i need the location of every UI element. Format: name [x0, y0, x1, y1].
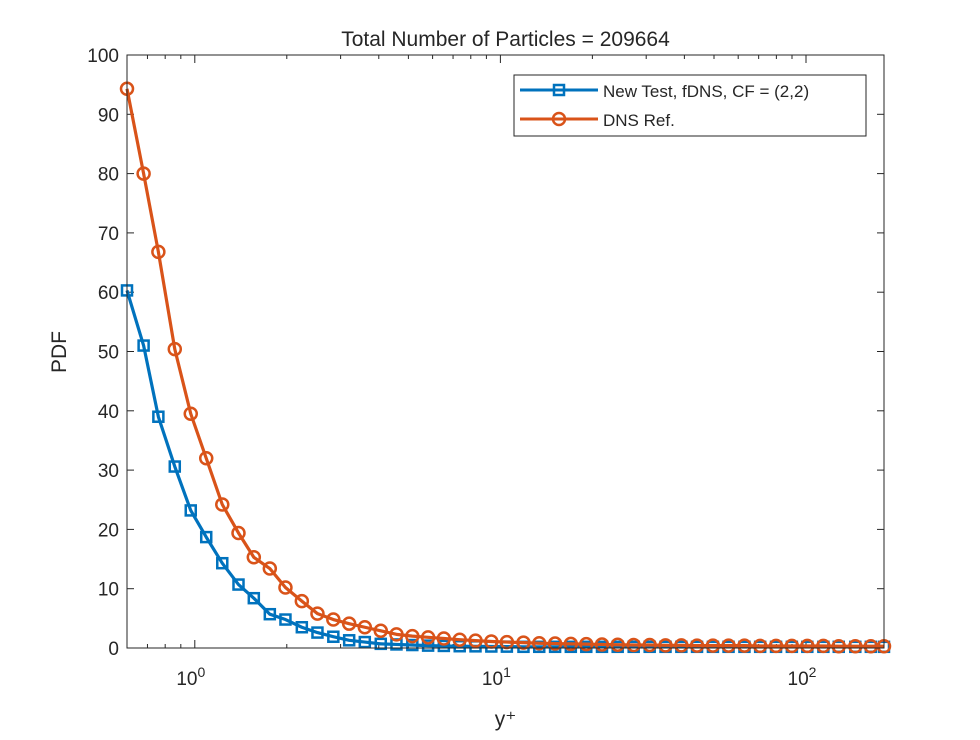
data-point-series-2: [579, 636, 594, 652]
data-point-series-1: [421, 639, 435, 652]
data-point-series-2: [531, 636, 547, 651]
data-point-series-2: [151, 244, 166, 260]
y-tick-label: 60: [98, 283, 119, 304]
data-point-series-2: [516, 635, 531, 650]
data-point-series-1: [232, 578, 245, 591]
data-point-series-1: [263, 607, 277, 621]
data-point-series-1: [152, 410, 165, 423]
y-tick-label: 70: [98, 224, 119, 245]
data-point-series-1: [168, 460, 182, 473]
data-point-series-2: [594, 637, 610, 652]
data-point-series-2: [721, 638, 736, 653]
data-point-series-2: [310, 606, 325, 621]
y-tick-label: 30: [98, 461, 119, 482]
data-point-series-1: [358, 635, 372, 649]
data-point-series-2: [848, 638, 863, 654]
data-point-series-1: [184, 504, 198, 517]
y-tick-label: 100: [87, 46, 119, 67]
data-point-series-1: [137, 339, 150, 352]
y-tick-label: 10: [98, 580, 119, 601]
data-point-series-2: [262, 561, 278, 576]
legend-label-series-2: DNS Ref.: [603, 111, 675, 130]
data-point-series-2: [547, 636, 563, 651]
data-point-series-2: [452, 632, 467, 647]
y-tick-label: 0: [108, 639, 119, 660]
data-point-series-2: [231, 525, 246, 541]
legend-swatch-marker-series-2: [551, 111, 567, 127]
data-point-series-2: [468, 633, 483, 648]
y-tick-label: 90: [98, 105, 119, 126]
series-layer: [119, 81, 892, 654]
data-point-series-1: [216, 556, 229, 570]
data-point-series-2: [405, 628, 420, 644]
data-point-series-2: [183, 406, 199, 422]
data-point-series-2: [689, 638, 705, 653]
data-point-series-1: [279, 613, 292, 626]
data-point-series-2: [294, 593, 310, 609]
data-point-series-1: [295, 620, 309, 634]
data-point-series-2: [705, 638, 721, 653]
data-point-series-2: [246, 550, 262, 565]
data-point-series-2: [420, 630, 436, 645]
y-tick-label: 20: [98, 520, 119, 541]
data-point-series-2: [800, 638, 815, 654]
data-point-series-2: [610, 637, 625, 652]
data-point-series-2: [389, 627, 404, 642]
data-point-series-1: [199, 530, 213, 544]
plot-area: [127, 55, 884, 648]
ticks-layer: 0 10 20 30 40 50 60 70 80 90 100 100 101 102: [87, 46, 884, 690]
x-tick-label: 102: [788, 664, 817, 690]
data-point-series-2: [198, 450, 214, 466]
data-point-series-2: [341, 616, 357, 631]
y-axis-label: PDF: [48, 331, 71, 373]
data-point-series-2: [816, 638, 831, 654]
y-tick-label: 80: [98, 165, 119, 186]
chart-title: Total Number of Particles = 209664: [341, 28, 670, 51]
data-point-series-1: [437, 639, 451, 653]
data-point-series-2: [831, 638, 847, 654]
data-point-series-2: [136, 166, 151, 181]
data-point-series-2: [436, 631, 452, 646]
data-point-series-1: [342, 634, 356, 647]
data-point-series-2: [484, 634, 499, 649]
data-point-series-1: [406, 638, 419, 652]
plot-frame: [126, 54, 885, 649]
data-point-series-1: [247, 591, 261, 605]
data-point-series-2: [215, 497, 230, 512]
data-point-series-2: [658, 638, 673, 653]
data-point-series-2: [373, 623, 389, 639]
data-point-series-2: [357, 619, 373, 635]
legend-box: [513, 74, 867, 137]
data-point-series-2: [626, 637, 641, 653]
x-tick-label: 101: [482, 664, 511, 690]
legend-label-series-1: New Test, fDNS, CF = (2,2): [603, 82, 809, 101]
data-point-series-1: [327, 630, 340, 643]
data-point-series-2: [768, 638, 784, 654]
data-point-series-1: [311, 626, 324, 639]
x-axis-label: y⁺: [495, 708, 517, 731]
data-point-series-2: [563, 636, 579, 652]
x-tick-label: 100: [176, 664, 205, 690]
data-point-series-2: [674, 638, 689, 653]
y-tick-label: 50: [98, 343, 119, 364]
data-point-series-2: [326, 612, 341, 627]
data-point-series-2: [737, 638, 752, 653]
series-line-2: [125, 88, 884, 648]
y-tick-label: 40: [98, 402, 119, 423]
data-point-series-2: [278, 580, 293, 595]
legend-swatch-marker-series-1: [552, 83, 566, 97]
data-point-series-2: [167, 341, 183, 357]
legend: New Test, fDNS, CF = (2,2) DNS Ref.: [513, 74, 867, 137]
data-point-series-2: [752, 638, 768, 654]
data-point-series-1: [374, 637, 388, 651]
data-point-series-2: [642, 637, 657, 653]
data-point-series-2: [784, 638, 800, 654]
